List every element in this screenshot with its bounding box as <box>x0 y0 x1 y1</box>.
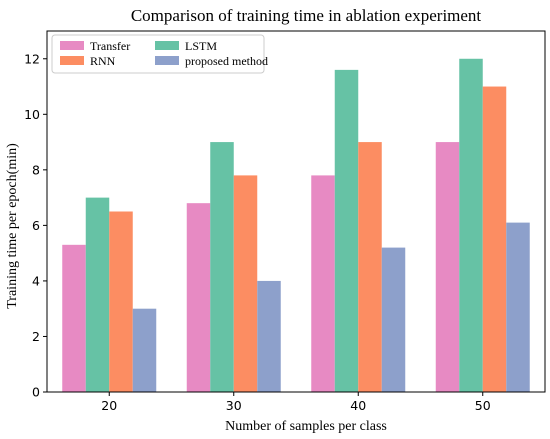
x-axis: 20 30 40 50 <box>101 392 491 413</box>
bar-proposed-method-30 <box>257 280 281 392</box>
legend-swatch <box>60 56 84 65</box>
y-tick-label: 10 <box>24 107 40 122</box>
bar-rnn-20 <box>109 211 133 392</box>
y-axis-label: Training time per epoch(min) <box>5 143 20 309</box>
bar-proposed-method-40 <box>381 247 406 392</box>
x-tick-label: 30 <box>226 398 242 413</box>
plot-area <box>46 30 546 393</box>
legend-swatch <box>155 56 179 65</box>
y-tick-label: 6 <box>32 218 40 233</box>
bar-transfer-20 <box>62 244 86 392</box>
plot-frame <box>46 30 546 393</box>
y-tick-label: 0 <box>32 385 40 400</box>
bar-lstm-50 <box>459 58 483 393</box>
bar-proposed-method-50 <box>506 222 530 392</box>
y-tick-label: 8 <box>32 162 40 177</box>
bar-proposed-method-20 <box>132 308 157 392</box>
bar-lstm-40 <box>334 69 359 392</box>
y-tick-label: 4 <box>32 273 40 288</box>
bar-transfer-30 <box>186 203 211 392</box>
chart-title: Comparison of training time in ablation … <box>131 6 482 25</box>
bar-lstm-20 <box>85 197 110 392</box>
x-tick-label: 20 <box>101 398 117 413</box>
x-axis-label: Number of samples per class <box>225 419 387 434</box>
y-axis: 0 2 4 6 8 10 12 <box>24 51 47 400</box>
y-tick-label: 2 <box>32 329 40 344</box>
bar-transfer-50 <box>435 142 460 392</box>
legend-swatch <box>155 41 179 50</box>
legend-label: RNN <box>90 54 116 68</box>
bar-transfer-40 <box>311 175 335 392</box>
bar-rnn-50 <box>482 86 507 392</box>
legend: Transfer LSTM RNN proposed method <box>51 34 268 74</box>
y-tick-label: 12 <box>24 51 40 66</box>
legend-label: proposed method <box>185 54 268 68</box>
legend-box <box>51 34 265 74</box>
bar-rnn-30 <box>233 175 258 392</box>
x-tick-label: 40 <box>350 398 366 413</box>
bar-rnn-40 <box>358 142 382 392</box>
legend-label: LSTM <box>185 39 217 53</box>
legend-swatch <box>60 41 84 50</box>
bar-lstm-30 <box>210 142 234 392</box>
x-tick-label: 50 <box>475 398 491 413</box>
legend-label: Transfer <box>90 39 130 53</box>
